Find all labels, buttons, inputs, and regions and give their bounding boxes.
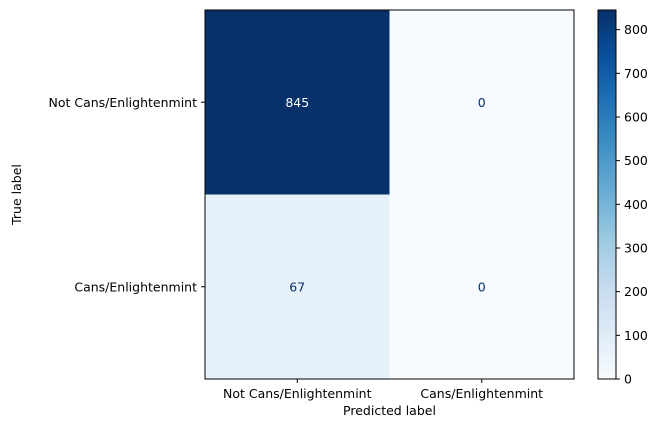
colorbar-ticks: 0 100 200 300 400 500 600 700 800 (616, 22, 648, 387)
colorbar-tick-label: 600 (624, 109, 648, 124)
x-axis-ticks: Not Cans/Enlightenmint Cans/Enlightenmint (223, 379, 543, 401)
heatmap-cell (389, 10, 575, 195)
cell-value-label: 845 (285, 95, 309, 110)
heatmap-cell (389, 194, 575, 380)
colorbar-tick-label: 200 (624, 284, 648, 299)
colorbar (598, 10, 616, 379)
y-tick-label: Cans/Enlightenmint (74, 279, 197, 294)
colorbar-frame (597, 9, 617, 380)
colorbar-tick-label: 800 (624, 22, 648, 37)
y-axis-title: True label (9, 164, 24, 226)
heatmap-cell (205, 194, 390, 380)
cell-value-label: 0 (478, 279, 486, 294)
colorbar-tick-label: 100 (624, 328, 648, 343)
colorbar-tick-label: 400 (624, 197, 648, 212)
plot-frame (204, 9, 575, 380)
colorbar-tick-label: 300 (624, 240, 648, 255)
x-tick-label: Cans/Enlightenmint (420, 386, 543, 401)
colorbar-tick-label: 700 (624, 66, 648, 81)
heatmap-cell (205, 10, 390, 195)
y-tick-label: Not Cans/Enlightenmint (48, 95, 197, 110)
colorbar-tick-label: 0 (624, 372, 632, 387)
colorbar-tick-label: 500 (624, 153, 648, 168)
heatmap-cells (205, 10, 575, 380)
x-axis-title: Predicted label (343, 403, 436, 418)
x-tick-label: Not Cans/Enlightenmint (223, 386, 372, 401)
heatmap-cell-labels: 845 0 67 0 (285, 95, 485, 295)
y-axis-ticks: Not Cans/Enlightenmint Cans/Enlightenmint (48, 95, 205, 294)
cell-value-label: 0 (478, 95, 486, 110)
cell-value-label: 67 (289, 279, 305, 294)
